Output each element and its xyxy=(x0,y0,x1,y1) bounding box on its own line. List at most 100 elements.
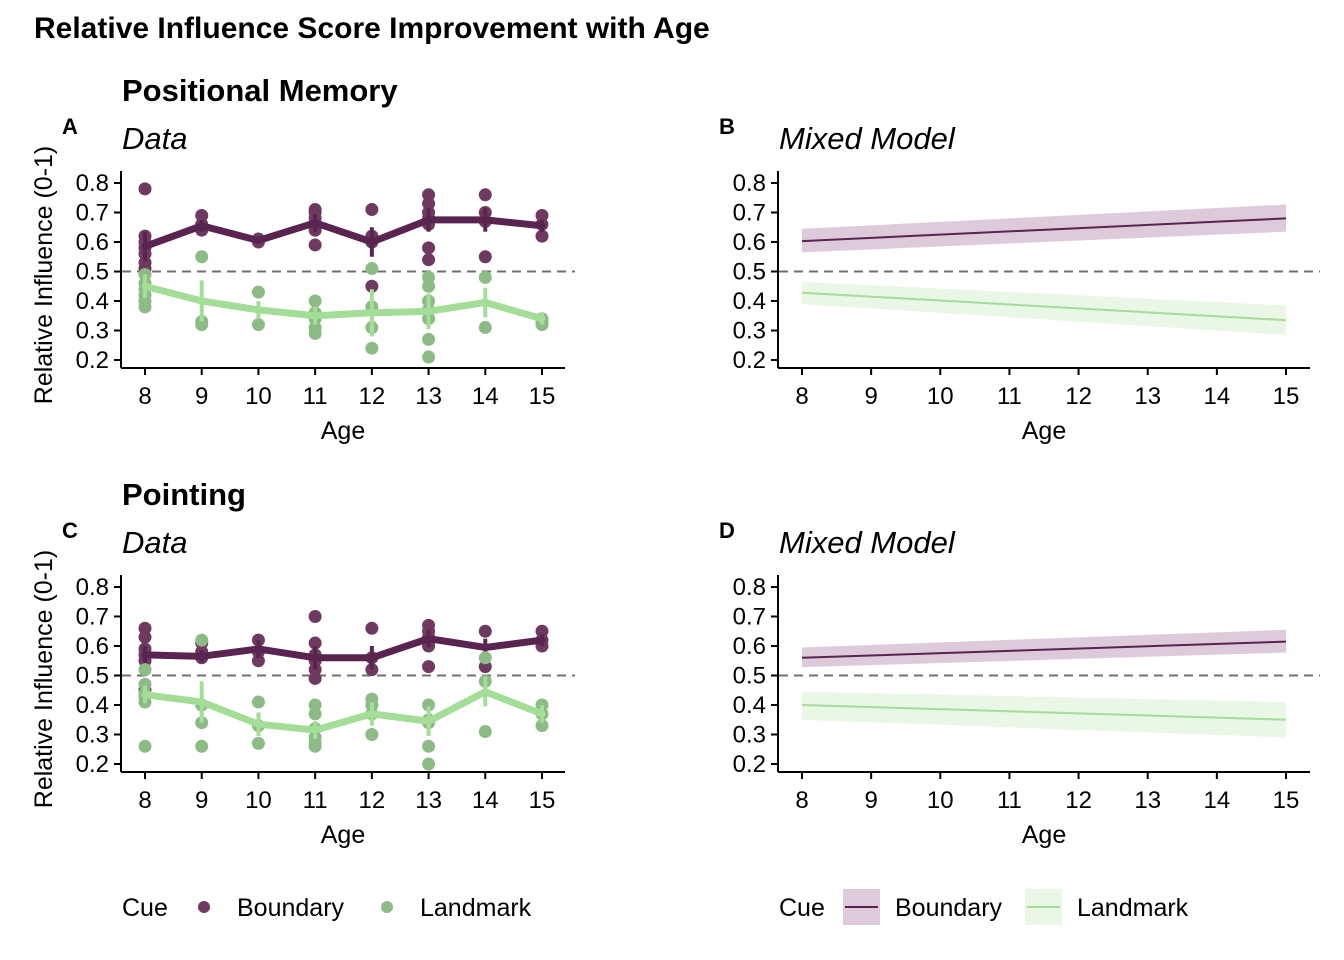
pb-y-tick-label: 0.5 xyxy=(733,259,766,286)
pa-y-tick-label: 0.7 xyxy=(76,200,109,227)
pc-boundary-point xyxy=(478,624,492,638)
pa-boundary-point xyxy=(478,250,492,264)
pb-y-tick-label: 0.3 xyxy=(733,318,766,345)
pa-landmark-point xyxy=(251,285,265,299)
pb-boundary-fit-line xyxy=(801,217,1287,243)
pc-x-tick-label: 13 xyxy=(415,787,442,814)
pa-landmark-point xyxy=(195,250,209,264)
pa-landmark-mean-line xyxy=(141,282,546,323)
pc-landmark-point xyxy=(535,719,549,733)
pd-y-tick-label: 0.7 xyxy=(733,604,766,631)
pc-landmark-point xyxy=(478,725,492,739)
pb-y-tick-label: 0.6 xyxy=(733,229,766,256)
legend-data: Cue Boundary Landmark xyxy=(122,894,532,922)
pa-landmark-point xyxy=(478,270,492,284)
pa-boundary-mean-line xyxy=(141,216,546,250)
pc-boundary-mean-line xyxy=(141,635,546,662)
panel-c-title: Data xyxy=(122,525,187,560)
pd-landmark-confidence-band xyxy=(802,691,1286,738)
pc-landmark-point xyxy=(138,739,152,753)
panel-tag-d: D xyxy=(719,518,735,543)
pd-x-tick-label: 10 xyxy=(927,787,954,814)
pa-x-tick-label: 15 xyxy=(529,383,556,410)
legend-model-landmark-label: Landmark xyxy=(1077,894,1189,922)
pa-landmark-point xyxy=(138,300,152,314)
pb-x-tick-label: 12 xyxy=(1065,383,1092,410)
pb-x-tick-label: 8 xyxy=(795,383,808,410)
pc-boundary-point xyxy=(365,621,379,635)
pc-landmark-point xyxy=(195,633,209,647)
pa-y-tick-label: 0.2 xyxy=(76,347,109,374)
panel-c-plot: 0.20.3 0.40.5 0.60.7 0.8 8 9 10 11 12 13 14 15 Age Re… xyxy=(30,550,575,849)
pd-x-tick-label: 9 xyxy=(864,787,877,814)
pb-landmark-fit-line xyxy=(801,291,1287,322)
pa-y-tick-label: 0.3 xyxy=(76,318,109,345)
pa-x-tick-label: 10 xyxy=(245,383,272,410)
panel-tag-a: A xyxy=(62,114,78,139)
pa-landmark-point xyxy=(365,341,379,355)
pc-y-tick-label: 0.7 xyxy=(76,604,109,631)
pa-landmark-point xyxy=(478,321,492,335)
pb-x-tick-label: 13 xyxy=(1134,383,1161,410)
pb-x-tick-label: 14 xyxy=(1204,383,1231,410)
pa-boundary-point xyxy=(365,203,379,217)
pd-x-tick-label: 12 xyxy=(1065,787,1092,814)
pc-x-axis-title: Age xyxy=(321,821,365,849)
pc-x-tick-label: 10 xyxy=(245,787,272,814)
pd-y-tick-label: 0.3 xyxy=(733,722,766,749)
pa-boundary-point xyxy=(478,188,492,202)
pa-x-tick-label: 8 xyxy=(138,383,151,410)
pc-y-tick-label: 0.5 xyxy=(76,663,109,690)
panel-b-plot: 0.20.3 0.40.5 0.60.7 0.8 8 9 10 11 12 13 14 15 Age xyxy=(733,170,1320,445)
legend-model-boundary-label: Boundary xyxy=(895,894,1003,922)
pc-boundary-point xyxy=(422,660,436,674)
pc-landmark-mean-line xyxy=(141,688,546,734)
pc-landmark-point xyxy=(365,728,379,741)
pa-boundary-point xyxy=(365,279,379,293)
pb-y-tick-label: 0.4 xyxy=(733,288,766,315)
pb-x-tick-label: 15 xyxy=(1273,383,1300,410)
pd-boundary-fit-line xyxy=(801,640,1287,659)
pa-landmark-point xyxy=(422,279,436,293)
pd-x-tick-label: 13 xyxy=(1134,787,1161,814)
pc-x-tick-label: 14 xyxy=(472,787,499,814)
panel-d-title: Mixed Model xyxy=(779,525,956,560)
pc-landmark-point xyxy=(308,707,322,721)
pa-boundary-point xyxy=(535,229,549,243)
pa-landmark-point xyxy=(365,262,379,276)
legend-data-title: Cue xyxy=(122,894,168,922)
pc-y-tick-label: 0.4 xyxy=(76,692,109,719)
pc-boundary-point xyxy=(251,654,265,668)
pc-landmark-point xyxy=(251,695,265,709)
panel-tag-b: B xyxy=(719,114,735,139)
pa-x-axis-title: Age xyxy=(321,417,365,445)
pc-y-tick-label: 0.8 xyxy=(76,574,109,601)
pb-boundary-confidence-band xyxy=(802,204,1286,253)
pa-y-tick-label: 0.8 xyxy=(76,170,109,197)
pb-x-tick-label: 10 xyxy=(927,383,954,410)
figure-title: Relative Influence Score Improvement wit… xyxy=(34,12,710,45)
pd-landmark-fit-line xyxy=(801,704,1287,721)
pa-y-tick-label: 0.5 xyxy=(76,259,109,286)
pc-y-axis-title: Relative Influence (0-1) xyxy=(30,550,58,808)
pa-x-tick-label: 12 xyxy=(359,383,386,410)
legend-model-title: Cue xyxy=(779,894,825,922)
legend-model: Cue Boundary Landmark xyxy=(779,889,1189,925)
pa-y-tick-label: 0.4 xyxy=(76,288,109,315)
panel-a-plot: 0.20.3 0.40.5 0.60.7 0.8 8 9 10 11 12 13 14 15 Age Re… xyxy=(30,146,575,445)
pc-y-tick-label: 0.6 xyxy=(76,633,109,660)
pd-x-tick-label: 15 xyxy=(1273,787,1300,814)
panel-b-title: Mixed Model xyxy=(779,121,956,156)
pa-landmark-point xyxy=(251,318,265,332)
pa-x-tick-label: 11 xyxy=(303,383,328,410)
pc-x-tick-label: 12 xyxy=(359,787,386,814)
pa-y-tick-label: 0.6 xyxy=(76,229,109,256)
pc-x-tick-label: 8 xyxy=(138,787,151,814)
legend-data-boundary-marker xyxy=(198,901,210,913)
pc-landmark-point xyxy=(308,739,322,753)
pb-landmark-confidence-band xyxy=(802,281,1286,335)
pc-landmark-point xyxy=(422,757,436,771)
pc-y-tick-label: 0.3 xyxy=(76,722,109,749)
pd-x-tick-label: 11 xyxy=(997,787,1022,814)
